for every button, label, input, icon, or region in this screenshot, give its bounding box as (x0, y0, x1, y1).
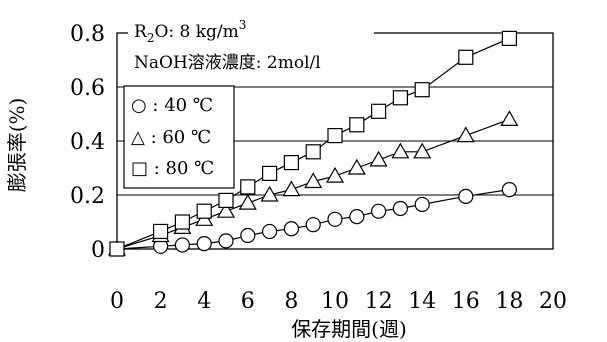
data-point-circle (305, 217, 321, 233)
data-point-square (392, 90, 408, 106)
data-point-circle (349, 209, 365, 225)
y-axis-title: 膨張率(%) (5, 98, 29, 193)
data-point-triangle (216, 201, 236, 218)
data-point-circle (218, 233, 234, 249)
data-point-circle (262, 223, 278, 240)
data-point-square (283, 155, 299, 171)
y-tick-label: 0.6 (70, 76, 105, 101)
y-tick-label: 0 (91, 238, 105, 263)
series-square (109, 30, 517, 257)
data-point-triangle (413, 142, 432, 159)
legend-item-60c: △ : 60 ℃ (131, 127, 211, 148)
annotation-background (128, 10, 374, 78)
y-tick-label: 0.4 (70, 130, 105, 155)
data-point-square (196, 203, 212, 219)
data-point-square (174, 214, 190, 230)
data-point-triangle (260, 185, 279, 202)
x-tick-label: 20 (539, 289, 567, 314)
data-point-square (153, 223, 169, 240)
x-tick-label: 12 (365, 289, 393, 314)
series-line-triangle (116, 118, 510, 250)
data-point-circle (501, 182, 517, 198)
data-point-triangle (369, 150, 388, 167)
x-tick-label: 16 (452, 289, 480, 314)
legend: ○ : 40 ℃ △ : 60 ℃ □ : 80 ℃ (123, 85, 235, 189)
data-point-circle (414, 196, 430, 213)
x-tick-label: 10 (321, 289, 349, 314)
legend-box (123, 85, 235, 189)
data-point-square (240, 179, 256, 195)
data-point-square (458, 49, 474, 65)
data-point-square (218, 192, 234, 208)
data-point-circle (371, 203, 387, 219)
data-point-triangle (238, 193, 257, 210)
x-tick-label: 8 (284, 289, 298, 314)
data-point-circle (458, 188, 474, 204)
data-point-triangle (325, 166, 345, 183)
data-point-square (262, 165, 278, 181)
data-point-circle (327, 211, 343, 227)
data-point-circle (196, 236, 212, 252)
annotation-line2: NaOH溶液濃度: 2mol/l (134, 53, 321, 73)
data-point-square (327, 128, 343, 144)
y-tick-labels: 0 0.2 0.4 0.6 0.8 (70, 22, 105, 263)
series-circle (109, 182, 517, 257)
data-point-circle (240, 227, 256, 244)
data-point-circle (283, 221, 299, 237)
x-tick-label: 14 (408, 289, 436, 314)
series-line-circle (116, 189, 510, 250)
y-tick-label: 0.2 (70, 184, 105, 209)
series-layer (107, 30, 519, 257)
data-point-square (414, 82, 430, 98)
data-point-triangle (282, 180, 301, 197)
x-axis-title: 保存期間(週) (291, 317, 407, 341)
data-point-square (371, 103, 387, 119)
data-point-square (501, 30, 517, 46)
legend-item-40c: ○ : 40 ℃ (131, 95, 213, 116)
data-point-square (109, 241, 125, 257)
annotation-box: R2O: 8 kg/m3 NaOH溶液濃度: 2mol/l (128, 10, 374, 78)
x-tick-label: 2 (154, 289, 168, 314)
annotation-line1: R2O: 8 kg/m3 (134, 18, 246, 45)
data-point-triangle (500, 110, 519, 127)
data-point-circle (174, 237, 190, 253)
data-point-triangle (347, 158, 366, 175)
x-tick-label: 18 (495, 289, 523, 314)
x-tick-label: 4 (197, 289, 211, 314)
data-point-triangle (456, 126, 475, 143)
series-line-square (116, 37, 510, 250)
legend-item-80c: □ : 80 ℃ (131, 158, 214, 179)
y-tick-label: 0.8 (70, 22, 105, 47)
data-point-triangle (391, 142, 410, 159)
data-point-circle (392, 200, 408, 217)
x-tick-labels: 0 2 4 6 8 10 12 14 16 18 20 (110, 289, 567, 314)
data-point-triangle (304, 172, 323, 189)
x-tick-label: 6 (241, 289, 255, 314)
data-point-square (349, 117, 365, 133)
x-tick-label: 0 (110, 289, 124, 314)
data-point-square (305, 144, 321, 160)
